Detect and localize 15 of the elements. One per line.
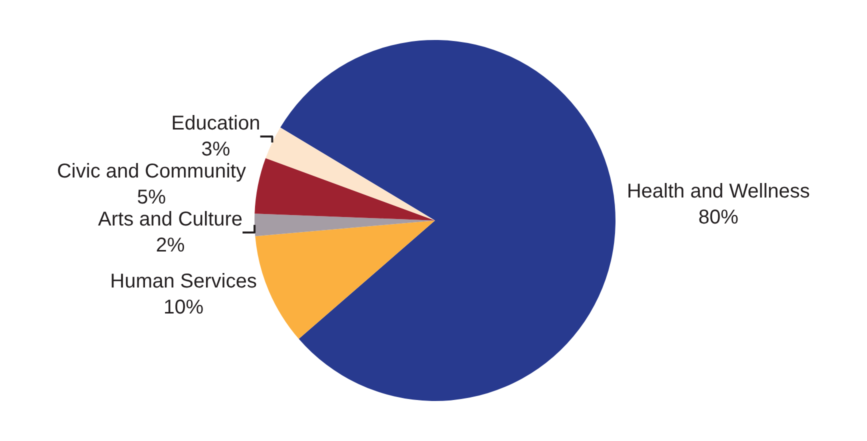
data-label: 2% (156, 234, 185, 257)
pie-slice (266, 128, 435, 220)
slice-label: Human Services (110, 270, 257, 293)
slice-label: Arts and Culture (98, 208, 243, 231)
data-label: 80% (698, 206, 739, 229)
data-label: 3% (201, 138, 230, 161)
slice-label: Education (171, 112, 260, 135)
pie-slice (280, 40, 616, 401)
slice-label: Civic and Community (56, 160, 246, 183)
pie-slice (255, 220, 435, 339)
pie-slice (254, 158, 435, 220)
data-label: 10% (163, 296, 204, 319)
data-label: 5% (137, 186, 166, 209)
pie-slice (254, 214, 435, 236)
slice-label: Health and Wellness (626, 180, 810, 203)
